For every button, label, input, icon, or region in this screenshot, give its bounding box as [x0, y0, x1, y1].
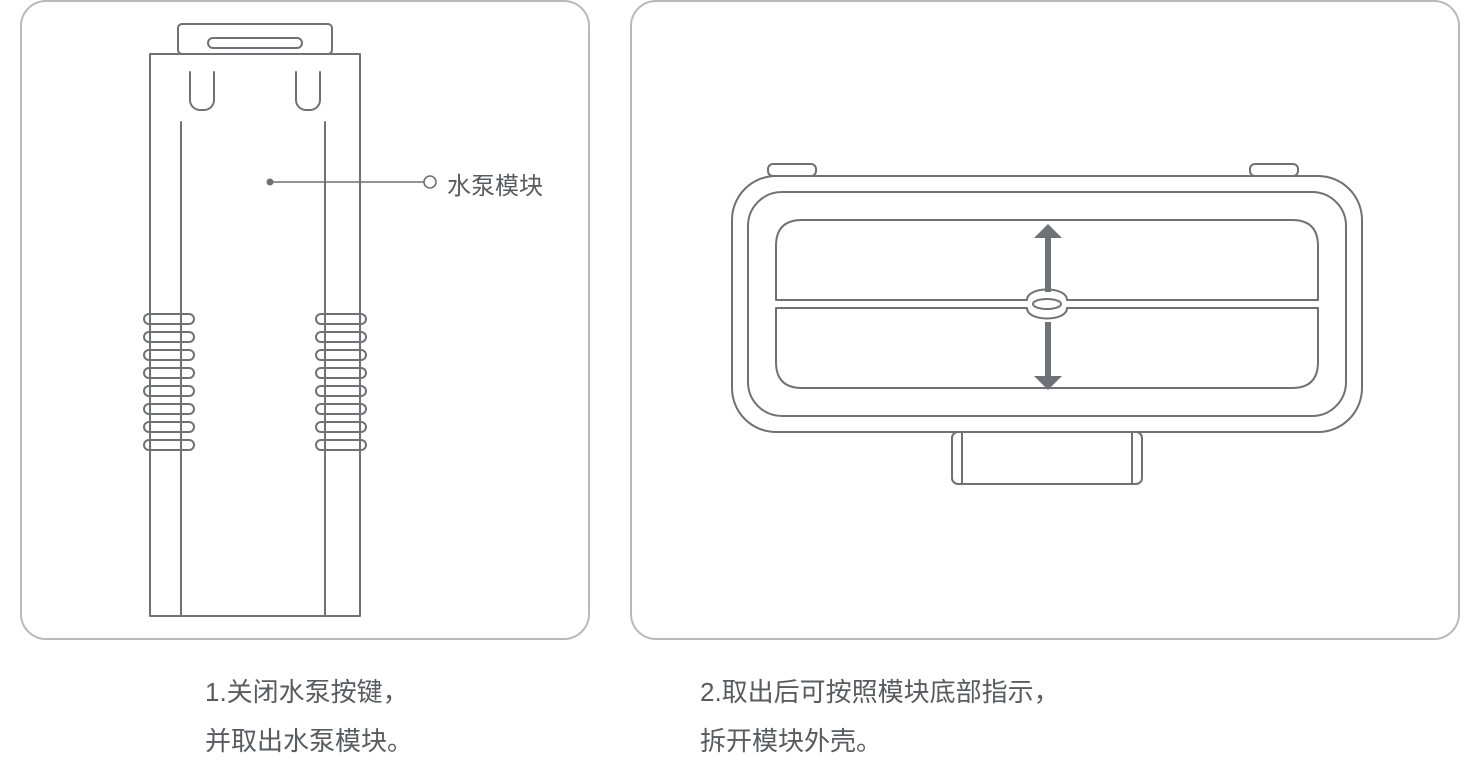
pump-module-bottom-illustration [632, 2, 1462, 642]
instruction-page: 水泵模块 1.关闭水泵按键， 并取出水泵模块。 2.取出后可按照模块底部指示， 拆开… [0, 0, 1480, 760]
step2-caption-line2: 拆开模块外壳。 [700, 726, 882, 756]
step1-caption: 1.关闭水泵按键， 并取出水泵模块。 [205, 668, 413, 767]
step1-caption-line1: 1.关闭水泵按键， [205, 677, 409, 707]
step2-panel [630, 0, 1460, 640]
annotation-text: 水泵模块 [447, 173, 543, 200]
step2-caption: 2.取出后可按照模块底部指示， 拆开模块外壳。 [700, 668, 1060, 767]
pump-module-front-illustration [22, 2, 592, 642]
step2-caption-line1: 2.取出后可按照模块底部指示， [700, 677, 1060, 707]
step1-caption-line2: 并取出水泵模块。 [205, 726, 413, 756]
callout-label-pump-module: 水泵模块 [447, 166, 543, 201]
step1-panel: 水泵模块 [20, 0, 590, 640]
